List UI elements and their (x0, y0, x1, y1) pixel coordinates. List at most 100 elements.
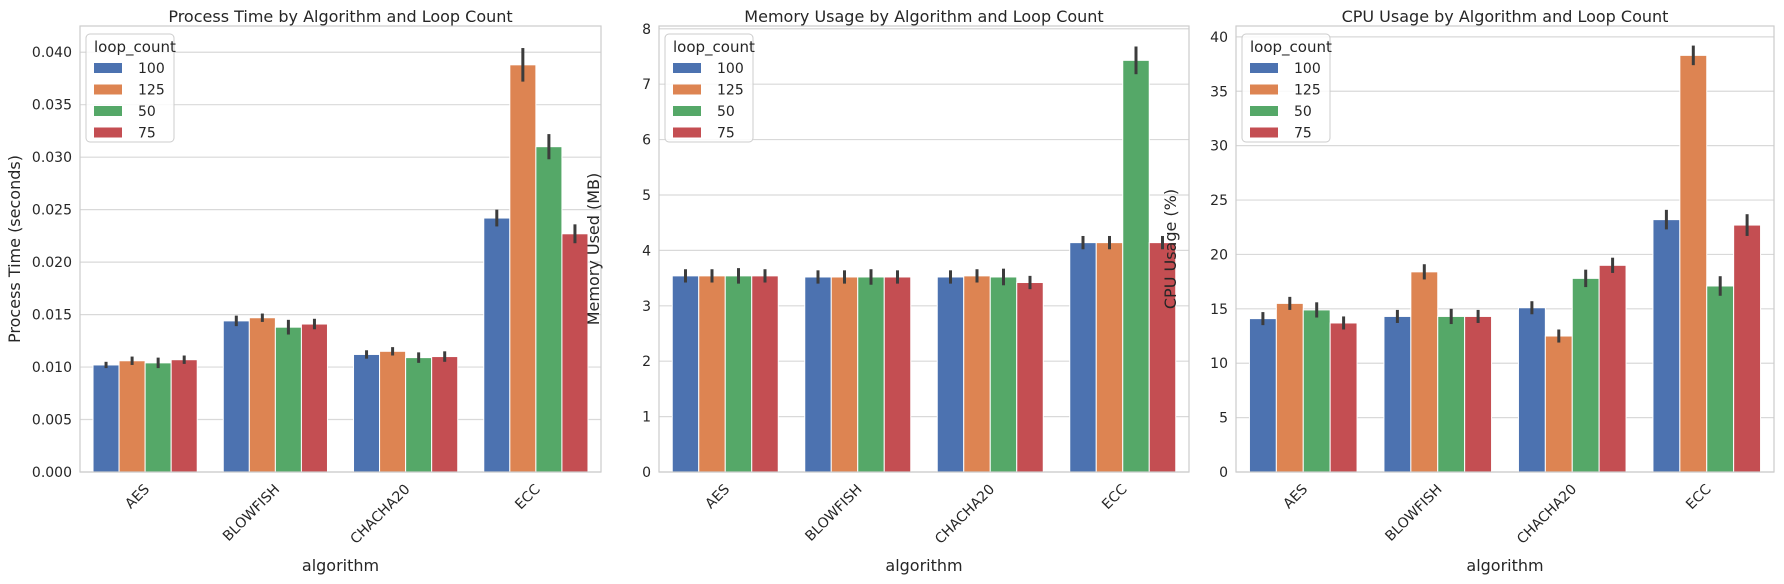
bar (561, 233, 589, 473)
bar (222, 320, 250, 473)
y-tick-label: 0.005 (32, 413, 72, 429)
bar (751, 275, 779, 473)
bar (724, 275, 753, 473)
bar (1517, 307, 1546, 473)
chart-title: Memory Usage by Algorithm and Loop Count (744, 7, 1103, 26)
legend-swatch (673, 127, 701, 138)
bar (170, 359, 198, 473)
y-tick-label: 1 (642, 410, 651, 426)
bar (1598, 264, 1627, 473)
bar (1410, 271, 1439, 473)
legend-swatch (94, 63, 122, 73)
bar (1016, 282, 1044, 473)
x-tick-label: AES (122, 481, 153, 512)
bar (671, 275, 700, 473)
legend-swatch (1250, 127, 1278, 138)
x-axis-label: algorithm (885, 556, 962, 575)
bar (1248, 318, 1277, 473)
bar (1275, 302, 1304, 473)
legend-label: 125 (138, 83, 165, 99)
y-tick-label: 0.040 (32, 45, 72, 61)
y-tick-label: 8 (642, 22, 651, 38)
bar (936, 276, 965, 473)
plot-frame (1235, 25, 1775, 473)
bar (379, 350, 407, 473)
bar (1706, 285, 1735, 473)
y-tick-label: 40 (1210, 30, 1228, 46)
legend-swatch (1250, 63, 1278, 73)
y-tick-label: 0 (642, 465, 651, 481)
bar (1383, 315, 1412, 473)
legend-swatch (94, 106, 122, 116)
legend-label: 75 (1294, 126, 1312, 142)
bar (963, 275, 991, 473)
bar (1679, 54, 1708, 473)
legend-label: 125 (1294, 83, 1321, 99)
bar (483, 217, 511, 473)
bar (274, 326, 302, 473)
bar (1329, 322, 1358, 473)
plot-frame (658, 25, 1190, 473)
legend-label: 100 (138, 61, 165, 77)
legend: loop_count 100 125 50 75 (85, 33, 176, 143)
x-tick-label: BLOWFISH (1382, 482, 1445, 545)
bar (1302, 309, 1331, 473)
y-axis-label: CPU Usage (%) (1161, 189, 1180, 309)
bar (118, 360, 146, 473)
bar (1437, 315, 1466, 473)
x-tick-label: BLOWFISH (802, 482, 865, 545)
y-tick-label: 0.010 (32, 360, 72, 376)
y-tick-label: 5 (1219, 411, 1228, 427)
legend: loop_count 100 125 50 75 (1241, 33, 1332, 143)
y-tick-label: 5 (642, 188, 651, 204)
y-tick-label: 0.020 (32, 255, 72, 271)
bar (405, 357, 433, 473)
bar (248, 317, 276, 473)
chart-title: Process Time by Algorithm and Loop Count (168, 7, 512, 26)
legend-label: 100 (1294, 61, 1321, 77)
chart-panel-1: 0.000 0.005 0.010 0.015 0.020 0.025 0.030 0.035… (5, 7, 602, 575)
bar (883, 276, 912, 473)
x-tick-label: ECC (512, 481, 544, 513)
bar (92, 364, 120, 473)
chart-title: CPU Usage by Algorithm and Loop Count (1342, 7, 1669, 26)
bar (1095, 242, 1124, 473)
bar (300, 323, 328, 473)
y-tick-label: 20 (1210, 247, 1228, 263)
y-tick-label: 0.035 (32, 98, 72, 114)
legend-swatch (94, 84, 122, 95)
bar (144, 362, 172, 473)
y-tick-label: 0.025 (32, 203, 72, 219)
legend-title: loop_count (1250, 38, 1332, 57)
y-tick-label: 10 (1210, 356, 1228, 372)
legend-title: loop_count (94, 38, 176, 57)
x-tick-label: ECC (1683, 481, 1715, 513)
y-tick-label: 30 (1210, 139, 1228, 155)
y-tick-label: 0.030 (32, 150, 72, 166)
y-tick-label: 0.000 (32, 465, 72, 481)
legend-swatch (1250, 84, 1278, 95)
bar (857, 276, 885, 473)
y-tick-label: 6 (642, 133, 651, 149)
bar (1571, 277, 1600, 473)
bar (431, 356, 459, 473)
legend-swatch (94, 127, 122, 138)
legend-swatch (673, 106, 701, 116)
legend-swatch (1250, 106, 1278, 116)
x-axis-label: algorithm (1466, 556, 1543, 575)
bar (804, 276, 832, 473)
chart-panel-3: 0 5 10 15 20 25 30 35 40 AES BLOWFISH CHACHA20 ECC CP… (1161, 7, 1775, 575)
bar (1544, 335, 1573, 473)
bar (535, 146, 563, 473)
y-tick-label: 4 (642, 243, 651, 259)
bar (509, 64, 537, 473)
y-tick-label: 2 (642, 354, 651, 370)
bar (353, 353, 381, 473)
legend-title: loop_count (673, 38, 755, 57)
y-tick-label: 3 (642, 299, 651, 315)
legend-label: 75 (138, 126, 156, 142)
legend-swatch (673, 84, 701, 95)
x-tick-label: ECC (1099, 481, 1131, 513)
bar (1652, 219, 1681, 473)
